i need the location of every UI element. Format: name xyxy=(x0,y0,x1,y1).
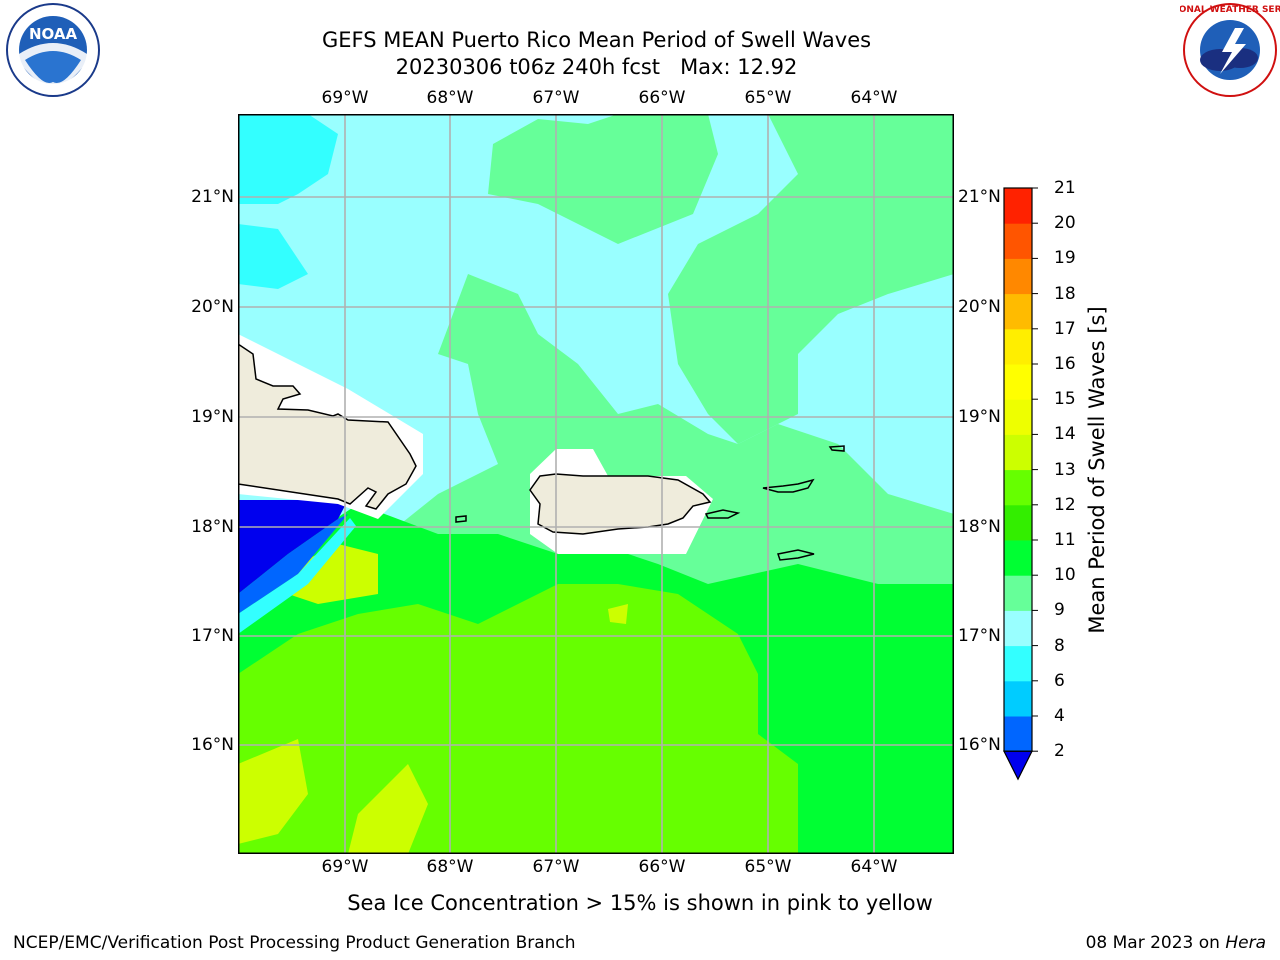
field-below-2s xyxy=(238,500,348,594)
footer-machine: Hera xyxy=(1225,933,1266,953)
lon-label-bottom-67w: 67°W xyxy=(532,857,580,877)
land-vieques xyxy=(704,509,741,519)
field-12-13s-south xyxy=(348,764,428,854)
colorbar-tick-label: 2 xyxy=(1054,741,1065,762)
colorbar-tick-label: 16 xyxy=(1054,354,1076,374)
lon-label-bottom-68w: 68°W xyxy=(426,857,474,877)
colorbar xyxy=(1003,187,1038,781)
map-title-line-1: GEFS MEAN Puerto Rico Mean Period of Swe… xyxy=(321,28,872,52)
gridlines xyxy=(238,114,954,854)
nws-logo: NATIONAL WEATHER SERVICE xyxy=(1180,3,1280,97)
lon-label-bottom-69w: 69°W xyxy=(321,857,369,877)
sea-ice-note-text: Sea Ice Concentration > 15% is shown in … xyxy=(347,891,933,915)
colorbar-segment xyxy=(1004,540,1032,576)
land-mona xyxy=(455,515,467,523)
field-12-13s-southwest xyxy=(238,739,308,844)
lon-label-top-67w: 67°W xyxy=(532,88,580,108)
colorbar-segment xyxy=(1004,188,1032,224)
footer-date: 08 Mar 2023 on Hera xyxy=(1086,933,1266,953)
field-6-8s-west xyxy=(238,224,308,289)
lat-label-left-17n: 17°N xyxy=(191,626,234,646)
colorbar-tick-label: 19 xyxy=(1054,248,1076,269)
colorbar-tick-label: 8 xyxy=(1054,635,1065,656)
land-st-croix xyxy=(777,549,815,561)
lat-label-left-18n: 18°N xyxy=(191,517,234,537)
colorbar-tick-label: 10 xyxy=(1054,565,1076,586)
field-12-13s-spot xyxy=(608,604,628,624)
lat-label-right-20n: 20°N xyxy=(958,297,1001,317)
lat-label-right-18n: 18°N xyxy=(958,517,1001,537)
lon-label-top-64w: 64°W xyxy=(850,88,898,108)
colorbar-segment xyxy=(1004,645,1032,682)
land-puerto-rico xyxy=(529,473,712,535)
lon-label-bottom-66w: 66°W xyxy=(638,857,686,877)
field-4-6s xyxy=(238,518,356,634)
map-panel xyxy=(238,114,954,854)
colorbar-segment xyxy=(1004,434,1032,471)
colorbar-tick-label: 20 xyxy=(1054,213,1076,234)
colorbar-tick-label: 6 xyxy=(1054,670,1065,691)
lon-label-top-66w: 66°W xyxy=(638,88,686,108)
colorbar-tick-label: 17 xyxy=(1054,318,1076,339)
colorbar-segment xyxy=(1004,716,1032,752)
colorbar-segment xyxy=(1004,293,1032,330)
colorbar-tick-label: 18 xyxy=(1054,283,1076,304)
swell-period-map xyxy=(238,114,954,854)
lon-label-bottom-64w: 64°W xyxy=(850,857,898,877)
colorbar-segment xyxy=(1004,610,1032,647)
colorbar-tick-label: 13 xyxy=(1054,459,1076,480)
colorbar-segment xyxy=(1004,469,1032,506)
colorbar-tick-label: 21 xyxy=(1054,178,1076,198)
map-border xyxy=(238,114,954,854)
field-11-12s xyxy=(238,584,798,854)
footer-date-text: 08 Mar 2023 on xyxy=(1085,933,1220,953)
lon-label-top-69w: 69°W xyxy=(321,88,369,108)
lat-label-right-17n: 17°N xyxy=(958,626,1001,646)
map-title-line-2: 20230306 t06z 240h fcst Max: 12.92 xyxy=(395,55,798,79)
colorbar-segment xyxy=(1004,680,1032,717)
colorbar-tick-label: 4 xyxy=(1054,706,1065,726)
colorbar-segment xyxy=(1004,575,1032,611)
lat-label-right-19n: 19°N xyxy=(958,407,1001,427)
colorbar-tick-label: 9 xyxy=(1054,600,1065,621)
lat-label-left-19n: 19°N xyxy=(191,407,234,427)
lon-label-bottom-65w: 65°W xyxy=(744,857,792,877)
colorbar-segment xyxy=(1004,364,1032,400)
land-hispaniola xyxy=(238,343,417,510)
colorbar-segment xyxy=(1004,504,1032,541)
noaa-logo-text: NOAA xyxy=(29,25,78,43)
colorbar-tick-label: 12 xyxy=(1054,494,1076,515)
colorbar-tick-label: 14 xyxy=(1054,424,1076,445)
lat-label-left-21n: 21°N xyxy=(191,187,234,207)
colorbar-segment xyxy=(1004,258,1032,295)
land-virgin-islands xyxy=(762,478,815,493)
colorbar-segment xyxy=(1004,399,1032,435)
field-9-10s-north xyxy=(488,114,718,244)
footer-credit: NCEP/EMC/Verification Post Processing Pr… xyxy=(13,933,576,953)
sea-ice-note: Sea Ice Concentration > 15% is shown in … xyxy=(0,891,1280,915)
field-2-4s xyxy=(238,514,348,614)
colorbar-axis-label: Mean Period of Swell Waves [s] xyxy=(1085,306,1109,634)
field-6-8s-northwest xyxy=(238,114,338,204)
lat-label-right-16n: 16°N xyxy=(958,735,1001,755)
lat-label-right-21n: 21°N xyxy=(958,187,1001,207)
lat-label-left-20n: 20°N xyxy=(191,297,234,317)
colorbar-segment xyxy=(1004,223,1032,259)
colorbar-under-triangle xyxy=(1003,750,1033,781)
colorbar-tick-label: 15 xyxy=(1054,389,1076,410)
lat-label-left-16n: 16°N xyxy=(191,735,234,755)
land-anegada xyxy=(828,445,845,452)
noaa-logo: NOAA xyxy=(6,3,100,97)
lon-label-top-65w: 65°W xyxy=(744,88,792,108)
nws-logo-text: NATIONAL WEATHER SERVICE xyxy=(1180,5,1280,15)
colorbar-segment xyxy=(1004,328,1032,365)
lon-label-top-68w: 68°W xyxy=(426,88,474,108)
colorbar-tick-label: 11 xyxy=(1054,530,1076,550)
